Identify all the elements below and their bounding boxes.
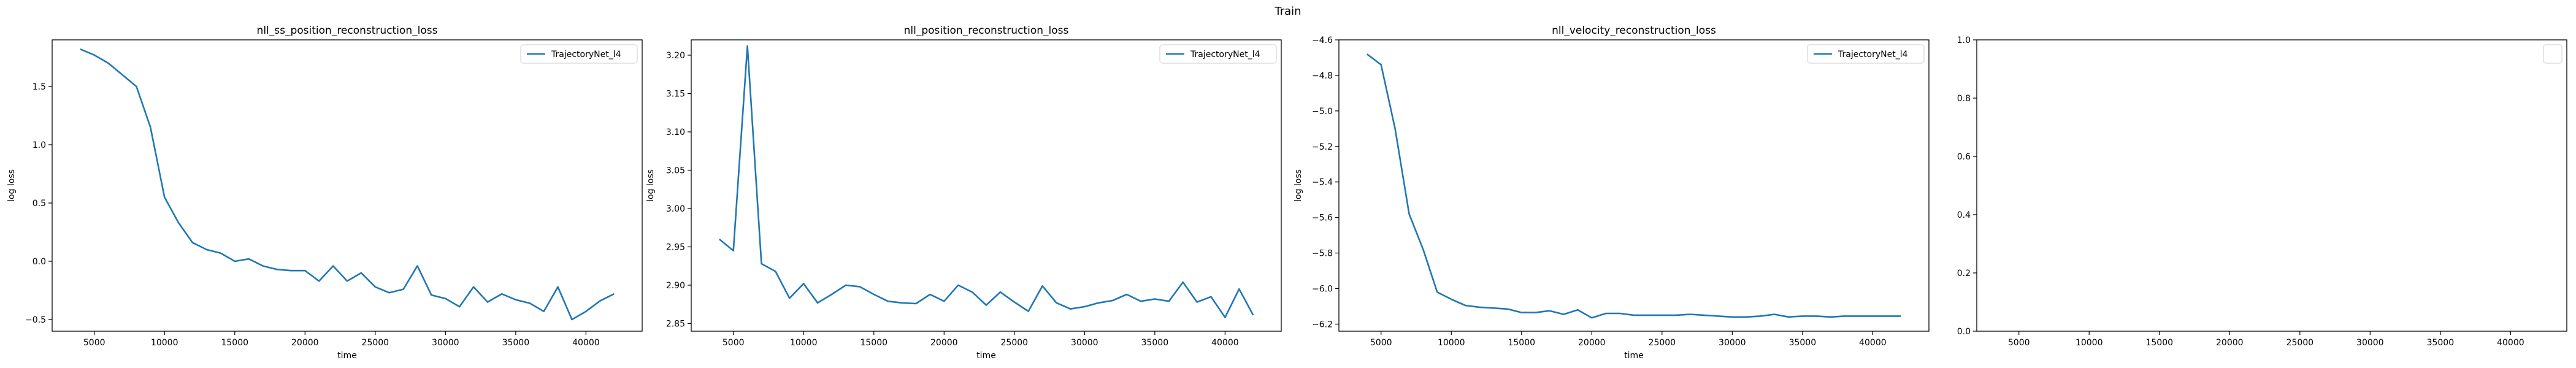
y-tick-label: 3.00 (666, 204, 685, 214)
subplot-3: nll_velocity_reconstruction_loss 5000 1000… (1294, 25, 1930, 361)
y-tick-label: 1.0 (33, 140, 46, 150)
y-tick-label: −6.2 (1312, 320, 1333, 329)
x-tick-label: 10000 (790, 338, 818, 348)
x-tick-label: 25000 (1649, 338, 1676, 348)
y-tick-label: −5.6 (1312, 213, 1333, 223)
y-tick-label: 1.0 (1957, 36, 1971, 45)
y-tick-label: −5.0 (1312, 107, 1333, 117)
y-tick-label: 3.15 (666, 90, 685, 99)
x-tick-label: 20000 (1578, 338, 1606, 348)
y-tick-label: −6.0 (1312, 284, 1333, 294)
axes-frame (1338, 39, 1930, 332)
x-tick-label: 20000 (930, 338, 958, 348)
y-tick-label: −5.8 (1312, 249, 1333, 259)
subplot-1: nll_ss_position_reconstruction_loss 5000 1… (7, 25, 643, 361)
legend-frame (1159, 44, 1277, 64)
y-tick-label: 1.5 (33, 82, 46, 92)
x-tick-label: 35000 (1789, 338, 1817, 348)
x-tick-label: 20000 (2216, 338, 2244, 348)
y-tick-label: 0.2 (1957, 269, 1971, 278)
x-tick-label: 10000 (151, 338, 178, 348)
y-axis-label: log loss (7, 169, 17, 202)
subplot-grid: nll_ss_position_reconstruction_loss 5000 1… (7, 25, 2567, 361)
legend: TrajectoryNet_l4 (520, 44, 638, 64)
y-tick-label: 3.05 (666, 166, 685, 176)
y-axis-label: log loss (646, 169, 656, 202)
figure-title: Train (1274, 5, 1301, 18)
x-axis-label: time (976, 351, 996, 361)
x-axis-label: time (337, 351, 357, 361)
x-tick-label: 10000 (1438, 338, 1465, 348)
x-tick-label: 30000 (1719, 338, 1746, 348)
x-tick-label: 25000 (2287, 338, 2314, 348)
y-tick-label: 0.6 (1957, 152, 1971, 162)
y-tick-label: 2.85 (666, 320, 685, 329)
subplot-2: nll_position_reconstruction_loss 5000 1000… (646, 25, 1282, 361)
legend-label: TrajectoryNet_l4 (1190, 50, 1260, 59)
x-tick-label: 30000 (1071, 338, 1098, 348)
y-tick-label: 0.5 (33, 199, 46, 209)
series-line-1 (80, 48, 615, 321)
y-tick-label: 0.8 (1957, 94, 1971, 104)
x-tick-label: 10000 (2076, 338, 2103, 348)
series-line-1 (718, 45, 1254, 318)
y-tick-label: 2.90 (666, 281, 685, 291)
legend: TrajectoryNet_l4 (1807, 44, 1925, 64)
axes-frame (52, 39, 643, 332)
x-tick-label: 5000 (1370, 338, 1392, 348)
x-tick-label: 30000 (432, 338, 459, 348)
x-tick-label: 25000 (362, 338, 389, 348)
x-tick-label: 35000 (502, 338, 530, 348)
y-tick-label: 3.20 (666, 51, 685, 61)
y-tick-label: −4.6 (1312, 36, 1333, 45)
y-tick-label: 2.95 (666, 243, 685, 253)
x-axis-label: time (1624, 351, 1644, 361)
legend: TrajectoryNet_l4 (1159, 44, 1277, 64)
x-tick-label: 20000 (291, 338, 319, 348)
series-line-1 (1367, 53, 1901, 319)
y-tick-label: −5.2 (1312, 142, 1333, 152)
x-tick-label: 15000 (1508, 338, 1535, 348)
subplot-title: nll_ss_position_reconstruction_loss (257, 25, 438, 37)
x-tick-label: 15000 (860, 338, 887, 348)
subplot-title: nll_position_reconstruction_loss (904, 25, 1069, 37)
x-tick-label: 5000 (723, 338, 745, 348)
y-tick-label: −0.5 (25, 315, 46, 325)
legend-frame (2543, 44, 2563, 64)
y-tick-label: −4.8 (1312, 71, 1333, 81)
x-tick-label: 30000 (2356, 338, 2384, 348)
x-tick-label: 5000 (83, 338, 105, 348)
subplot-4: 5000 10000 15000 20000 25000 30000 35000 40000 0… (1957, 36, 2567, 348)
x-tick-label: 40000 (2497, 338, 2524, 348)
legend-label: TrajectoryNet_l4 (551, 50, 621, 59)
y-tick-label: −5.4 (1312, 178, 1333, 188)
axes-frame (1976, 39, 2567, 332)
x-tick-label: 15000 (2145, 338, 2173, 348)
y-tick-label: 0.0 (33, 257, 46, 267)
x-tick-label: 40000 (1211, 338, 1239, 348)
x-tick-label: 40000 (572, 338, 600, 348)
legend-label: TrajectoryNet_l4 (1838, 50, 1908, 59)
x-tick-label: 5000 (2008, 338, 2030, 348)
y-tick-label: 0.0 (1957, 327, 1971, 337)
legend-frame (520, 44, 638, 64)
axes-frame (691, 39, 1282, 332)
subplot-title: nll_velocity_reconstruction_loss (1552, 25, 1716, 37)
y-axis-label: log loss (1294, 169, 1303, 202)
x-tick-label: 35000 (2427, 338, 2455, 348)
legend (2543, 44, 2563, 64)
x-tick-label: 15000 (221, 338, 248, 348)
legend-frame (1807, 44, 1925, 64)
y-tick-label: 3.10 (666, 128, 685, 137)
x-tick-label: 35000 (1141, 338, 1169, 348)
y-tick-label: 0.4 (1957, 210, 1971, 220)
x-tick-label: 40000 (1859, 338, 1887, 348)
x-tick-label: 25000 (1001, 338, 1029, 348)
